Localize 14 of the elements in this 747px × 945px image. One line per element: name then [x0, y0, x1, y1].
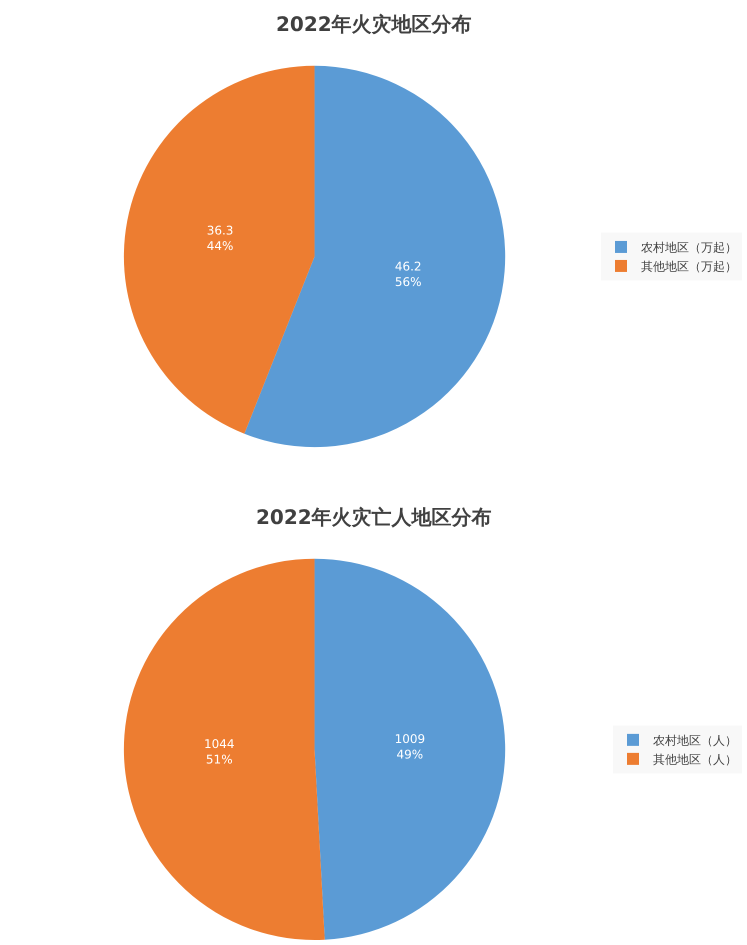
chart-title: 2022年火灾地区分布: [276, 12, 472, 36]
pie-slice: [124, 66, 315, 434]
legend-label: 其他地区（万起）: [641, 260, 737, 274]
pie-slice: [124, 558, 325, 940]
legend-label: 农村地区（万起）: [641, 240, 737, 255]
data-label: 1009 49%: [394, 732, 426, 762]
data-label: 46.2 56%: [394, 260, 422, 290]
legend-label: 其他地区（人）: [653, 752, 737, 767]
pie-slice: [314, 558, 506, 940]
legend-label: 农村地区（人）: [653, 734, 737, 748]
chart-title: 2022年火灾亡人地区分布: [256, 505, 492, 529]
pie-slice: [244, 66, 505, 448]
data-label: 36.3 44%: [206, 224, 234, 254]
data-label: 1044 51%: [204, 737, 235, 767]
